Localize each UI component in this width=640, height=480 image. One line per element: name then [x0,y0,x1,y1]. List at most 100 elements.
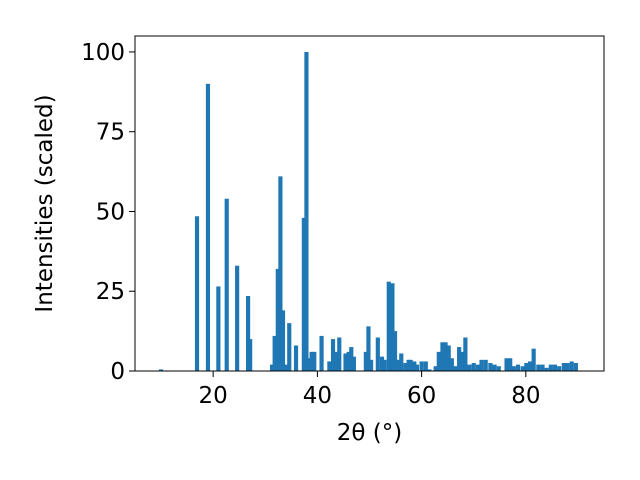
bar [278,176,283,371]
bar [540,364,545,371]
bar [194,216,200,371]
bar [544,367,549,371]
bar [395,359,400,371]
bar [412,361,417,371]
bar [492,364,497,371]
bar [414,364,420,371]
bar [224,198,229,371]
bar [327,361,332,371]
x-axis-label: 2θ (°) [337,420,402,446]
plot-frame [134,35,605,372]
bar [301,217,306,371]
bar [467,364,472,371]
bar [565,363,570,371]
bar [330,339,336,371]
y-axis-ticks: 0 25 50 75 100 [81,40,135,385]
bar [287,323,292,371]
y-tick-label: 50 [96,199,125,225]
bar [419,361,424,371]
bar [457,347,462,371]
x-axis-ticks: 20 40 60 80 [199,371,540,409]
bar [158,369,164,371]
bar-series [158,51,578,372]
bar [390,283,395,371]
y-tick-label: 75 [96,120,125,146]
bar [569,361,574,371]
bar [515,364,521,371]
bar [248,339,253,371]
bar [306,358,312,371]
bar [205,83,211,372]
bar [272,335,277,371]
bar [508,358,513,371]
bar [337,337,342,371]
bar [557,366,562,371]
bar [427,369,432,371]
bar [453,366,458,371]
bar [440,342,445,371]
bar [366,326,371,371]
bar [504,358,509,371]
bar [475,364,480,371]
bar [309,351,314,371]
bar [443,342,448,371]
bar [312,351,317,371]
bar [536,364,541,371]
bar [531,348,536,371]
bar [449,358,454,371]
bar [488,363,493,371]
bar [349,347,354,371]
bar [471,363,476,371]
bar [293,345,299,371]
bar [433,366,438,371]
bar [403,363,408,371]
x-tick-label: 40 [303,383,332,409]
bar [496,366,501,371]
bar [483,359,488,371]
bar [511,366,516,371]
bar [561,363,566,371]
bar [552,364,558,371]
bar [382,359,387,371]
bar [275,268,280,371]
bar [399,353,404,371]
bar [573,363,578,371]
x-tick-label: 80 [511,383,540,409]
bar [479,359,484,371]
bar [379,356,385,371]
bar [346,351,351,371]
bar [246,296,251,371]
bar [460,351,465,371]
bar [520,366,525,371]
bar [269,364,275,371]
bar [235,265,240,371]
bar [463,337,468,371]
bar [423,361,428,371]
y-axis-label: Intensities (scaled) [32,94,58,312]
bar [304,51,309,371]
bar [446,345,451,371]
x-tick-label: 60 [407,383,436,409]
bar [436,351,441,371]
bar [408,359,413,371]
bar [343,353,348,371]
y-tick-label: 100 [81,40,125,66]
bar [386,281,391,371]
bar [283,364,288,371]
bar [548,364,553,371]
x-tick-label: 20 [199,383,228,409]
bar [351,356,356,371]
bar [392,331,398,371]
bar [216,286,221,371]
y-tick-label: 0 [110,359,125,385]
y-tick-label: 25 [96,279,125,305]
bar [334,351,339,371]
bar [527,361,533,371]
bar [280,310,286,371]
bar [375,337,380,371]
bar [319,335,324,371]
bar [524,363,529,371]
bar [363,351,368,371]
bar [368,359,374,371]
